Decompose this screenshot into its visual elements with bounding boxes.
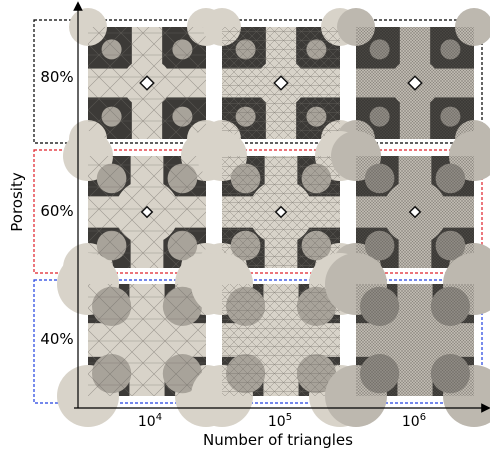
x-tick-label-1e5: 105 <box>268 412 292 430</box>
row-label-40: 40% <box>40 330 73 348</box>
row-frame-80 <box>33 19 483 144</box>
x-tick-label-1e6: 106 <box>402 412 426 430</box>
x-axis-title: Number of triangles <box>203 431 353 449</box>
row-frame-40 <box>33 279 483 404</box>
mesh-panel <box>331 131 490 293</box>
row-label-60: 60% <box>40 202 73 220</box>
row-label-80: 80% <box>40 68 73 86</box>
x-tick-label-1e4: 104 <box>138 412 162 430</box>
y-axis-title: Porosity <box>8 172 26 232</box>
mesh-panel <box>63 131 231 293</box>
row-frame-60 <box>33 149 483 274</box>
mesh-panels <box>57 8 490 427</box>
mesh-panel <box>325 253 490 427</box>
